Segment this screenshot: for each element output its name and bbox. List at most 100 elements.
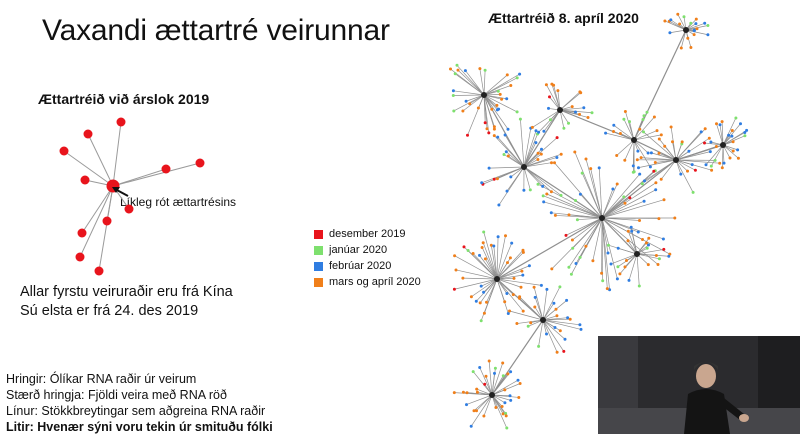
tree-node	[499, 93, 502, 96]
tree-node	[703, 22, 706, 25]
tree-node	[732, 140, 735, 143]
tree-node	[476, 391, 479, 394]
tree-node	[574, 199, 577, 202]
tree-node	[571, 105, 574, 108]
tree-node	[490, 108, 493, 111]
tree-node	[638, 173, 641, 176]
cluster-hub	[631, 137, 637, 143]
tree-node	[501, 405, 504, 408]
tree-node	[493, 372, 496, 375]
tree-node	[466, 134, 469, 137]
tree-node	[579, 256, 582, 259]
tree-node	[528, 264, 531, 267]
tree-node	[505, 97, 508, 100]
tree-node	[531, 126, 534, 129]
tree-node	[505, 427, 508, 430]
tree-node	[646, 247, 649, 250]
tree-node	[509, 175, 512, 178]
tree-node	[492, 245, 495, 248]
tree-node	[714, 159, 717, 162]
tree-node	[658, 257, 661, 260]
tree-node	[569, 318, 572, 321]
tree-node	[500, 98, 503, 101]
tree-node	[488, 167, 491, 170]
tree-node	[537, 345, 540, 348]
tree-node	[574, 111, 577, 114]
tree-node	[638, 219, 641, 222]
tree-node	[542, 194, 545, 197]
tree-node	[617, 247, 620, 250]
tree-node	[732, 150, 735, 153]
tree-node	[638, 285, 641, 288]
tree-node	[558, 285, 561, 288]
tree-node	[705, 163, 708, 166]
tree-node	[562, 350, 565, 353]
tree-node	[485, 375, 488, 378]
tree-node	[628, 279, 631, 282]
tree-node	[503, 153, 506, 156]
tree-node	[486, 127, 489, 130]
tree-node	[657, 217, 660, 220]
tree-node	[540, 148, 543, 151]
tree-node	[449, 68, 452, 71]
tree-node	[694, 169, 697, 172]
tree-node	[534, 296, 537, 299]
tree-node	[484, 121, 487, 124]
tree-node	[619, 132, 622, 135]
tree-node	[582, 106, 585, 109]
tree-node	[696, 27, 699, 30]
tree-node	[624, 110, 627, 113]
tree-node	[662, 248, 665, 251]
tree-node	[548, 95, 551, 98]
tree-node	[497, 90, 500, 93]
tree-node	[555, 314, 558, 317]
tree-node	[540, 284, 543, 287]
tree-node	[632, 171, 635, 174]
tree-node	[493, 178, 496, 181]
tree-node	[663, 198, 666, 201]
tree-node	[480, 285, 483, 288]
tree-node	[472, 370, 475, 373]
tree-node	[640, 156, 643, 159]
tree-node	[610, 263, 613, 266]
tree-node	[673, 217, 676, 220]
tree-node	[709, 150, 712, 153]
tree-node	[521, 274, 524, 277]
tree-node	[554, 214, 557, 217]
tree-node	[488, 360, 491, 363]
tree-node	[555, 308, 558, 311]
tree-node	[507, 128, 510, 131]
tree-node	[663, 20, 666, 23]
tree-node	[729, 157, 732, 160]
tree-node	[509, 394, 512, 397]
tree-node	[480, 319, 483, 322]
tree-node	[482, 241, 485, 244]
tree-node	[591, 259, 594, 262]
tree-node	[481, 246, 484, 249]
tree-node	[464, 69, 467, 72]
tree-node	[497, 204, 500, 207]
tree-node	[662, 238, 665, 241]
tree-node	[710, 165, 713, 168]
tree-node	[493, 128, 496, 131]
tree-node	[529, 321, 532, 324]
tree-node	[571, 247, 574, 250]
tree-node	[655, 254, 658, 257]
tree-node	[542, 130, 545, 133]
tree-node	[545, 288, 548, 291]
tree-node	[556, 351, 559, 354]
tree-node	[710, 169, 713, 172]
tree-node	[718, 162, 721, 165]
tree-node	[477, 107, 480, 110]
tree-node	[552, 84, 555, 87]
cluster-hub	[481, 92, 487, 98]
tree-node	[616, 183, 619, 186]
tree-node	[641, 238, 644, 241]
tree-node	[502, 374, 505, 377]
tree-node	[565, 234, 568, 237]
tree-node	[730, 135, 733, 138]
tree-node	[517, 379, 520, 382]
tree-node	[540, 153, 543, 156]
tree-node	[522, 249, 525, 252]
tree-node	[693, 29, 696, 32]
